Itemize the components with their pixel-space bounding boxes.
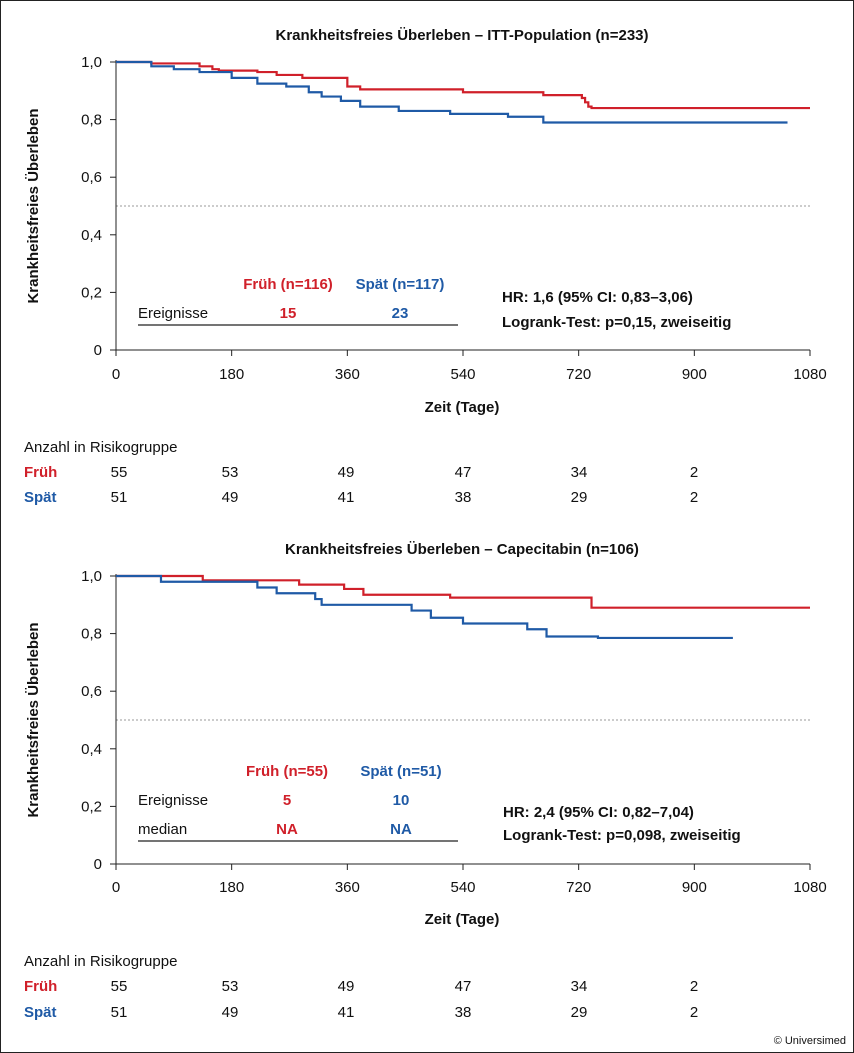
km-panel-2: Krankheitsfreies Überleben – Capecitabin… [24,541,827,1021]
risk-value: 55 [111,464,128,481]
events-header: Spät (n=117) [356,276,445,293]
events-header: Früh (n=116) [243,276,333,293]
x-tick-label: 900 [682,366,707,383]
x-tick-label: 720 [566,879,591,896]
risk-value: 47 [455,978,472,995]
risk-value: 38 [455,1004,472,1021]
y-tick-label: 0,6 [81,683,102,700]
x-tick-label: 0 [112,879,120,896]
y-tick-label: 0 [94,342,102,359]
risk-value: 34 [571,464,588,481]
x-tick-label: 360 [335,366,360,383]
x-tick-label: 360 [335,879,360,896]
events-value: 5 [283,792,291,809]
risk-value: 53 [222,978,239,995]
events-header: Spät (n=51) [360,763,441,780]
risk-value: 49 [338,978,355,995]
stats-text: Logrank-Test: p=0,098, zweiseitig [503,827,741,844]
risk-value: 38 [455,489,472,506]
y-axis-label: Krankheitsfreies Überleben [25,622,42,817]
y-tick-label: 0,2 [81,284,102,301]
series-line-frueh [116,574,810,609]
x-axis-label: Zeit (Tage) [425,399,500,416]
y-tick-label: 0,6 [81,169,102,186]
risk-value: 2 [690,1004,698,1021]
chart-title: Krankheitsfreies Überleben – Capecitabin… [285,541,639,558]
x-tick-label: 0 [112,366,120,383]
events-header: Früh (n=55) [246,763,328,780]
x-tick-label: 720 [566,366,591,383]
series-line-frueh [116,60,810,110]
risk-value: 51 [111,1004,128,1021]
risk-row-label: Spät [24,1004,57,1021]
risk-value: 49 [222,489,239,506]
risk-value: 2 [690,489,698,506]
x-tick-label: 180 [219,879,244,896]
x-axis-label: Zeit (Tage) [425,911,500,928]
risk-value: 2 [690,978,698,995]
stats-text: Logrank-Test: p=0,15, zweiseitig [502,314,731,331]
x-tick-label: 1080 [793,366,826,383]
x-tick-label: 540 [450,366,475,383]
km-panel-1: Krankheitsfreies Überleben – ITT-Populat… [24,27,827,506]
y-tick-label: 0,8 [81,112,102,129]
risk-table-title: Anzahl in Risikogruppe [24,439,177,456]
events-row-label: Ereignisse [138,305,208,322]
risk-value: 29 [571,489,588,506]
risk-row-label: Früh [24,464,57,481]
risk-value: 2 [690,464,698,481]
credit-text: © Universimed [774,1035,846,1047]
y-tick-label: 0,4 [81,227,102,244]
risk-value: 41 [338,1004,355,1021]
series-line-spaet [116,574,733,640]
risk-value: 55 [111,978,128,995]
x-tick-label: 900 [682,879,707,896]
risk-value: 41 [338,489,355,506]
chart-title: Krankheitsfreies Überleben – ITT-Populat… [275,27,648,44]
y-tick-label: 0,2 [81,798,102,815]
risk-value: 47 [455,464,472,481]
y-tick-label: 1,0 [81,568,102,585]
risk-value: 49 [338,464,355,481]
y-tick-label: 0 [94,856,102,873]
events-value: NA [276,821,298,838]
events-value: NA [390,821,412,838]
y-tick-label: 0,8 [81,626,102,643]
risk-row-label: Früh [24,978,57,995]
stats-text: HR: 1,6 (95% CI: 0,83–3,06) [502,289,693,306]
events-value: 15 [280,305,297,322]
stats-text: HR: 2,4 (95% CI: 0,82–7,04) [503,804,694,821]
x-tick-label: 540 [450,879,475,896]
events-value: 10 [393,792,410,809]
series-line-spaet [116,60,788,124]
risk-value: 34 [571,978,588,995]
y-tick-label: 0,4 [81,741,102,758]
y-tick-label: 1,0 [81,54,102,71]
events-value: 23 [392,305,409,322]
events-row-label: median [138,821,187,838]
risk-row-label: Spät [24,489,57,506]
risk-value: 29 [571,1004,588,1021]
risk-value: 53 [222,464,239,481]
x-tick-label: 180 [219,366,244,383]
y-axis-label: Krankheitsfreies Überleben [25,108,42,303]
risk-value: 49 [222,1004,239,1021]
events-row-label: Ereignisse [138,792,208,809]
risk-table-title: Anzahl in Risikogruppe [24,953,177,970]
x-tick-label: 1080 [793,879,826,896]
risk-value: 51 [111,489,128,506]
